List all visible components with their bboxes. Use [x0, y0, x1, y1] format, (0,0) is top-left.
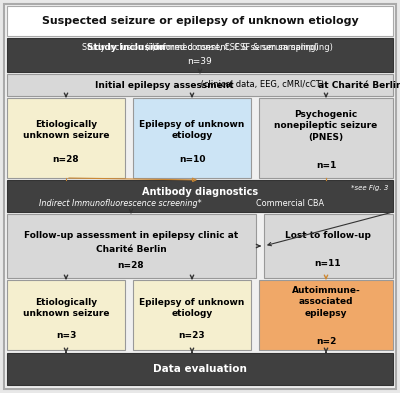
- Text: n=3: n=3: [56, 332, 76, 340]
- Bar: [7, 280, 125, 350]
- Text: Suspected seizure or epilepsy of unknown etiology: Suspected seizure or epilepsy of unknown…: [42, 16, 358, 26]
- Text: Lost to follow-up: Lost to follow-up: [285, 231, 371, 241]
- Bar: [133, 98, 251, 178]
- Text: Initial epilepsy assessment: Initial epilepsy assessment: [95, 81, 234, 90]
- Text: n=11: n=11: [315, 259, 341, 268]
- Text: n=23: n=23: [179, 332, 205, 340]
- Bar: [7, 214, 256, 278]
- Bar: [259, 98, 393, 178]
- Bar: [259, 280, 393, 350]
- Text: n=2: n=2: [316, 338, 336, 347]
- Text: at Charité Berlin: at Charité Berlin: [315, 81, 400, 90]
- Text: Indirect Immunofluorescence screening*: Indirect Immunofluorescence screening*: [39, 200, 201, 209]
- Bar: [133, 280, 251, 350]
- Text: (clinical data, EEG, cMRI/cCT): (clinical data, EEG, cMRI/cCT): [198, 81, 324, 90]
- Text: n=10: n=10: [179, 156, 205, 165]
- Bar: [7, 98, 125, 178]
- Text: Epilepsy of unknown
etiology: Epilepsy of unknown etiology: [139, 298, 245, 318]
- Bar: [7, 38, 393, 72]
- Text: n=28: n=28: [53, 156, 79, 165]
- Text: (informed consent, CSF & serum sampling): (informed consent, CSF & serum sampling): [149, 42, 333, 51]
- Text: Study inclusion: Study inclusion: [87, 42, 166, 51]
- Text: *see Fig. 3: *see Fig. 3: [351, 185, 388, 191]
- Text: Psychogenic
nonepileptic seizure
(PNES): Psychogenic nonepileptic seizure (PNES): [274, 110, 378, 142]
- Bar: [7, 180, 393, 212]
- Text: Epilepsy of unknown
etiology: Epilepsy of unknown etiology: [139, 119, 245, 140]
- Text: Follow-up assessment in epilepsy clinic at: Follow-up assessment in epilepsy clinic …: [24, 231, 238, 241]
- Bar: [7, 74, 393, 96]
- Text: n=28: n=28: [118, 261, 144, 270]
- Bar: [7, 6, 393, 36]
- Text: Antibody diagnostics: Antibody diagnostics: [142, 187, 258, 197]
- Text: Study inclusion (informed consent, CSF & serum sampling): Study inclusion (informed consent, CSF &…: [82, 42, 318, 51]
- Bar: [7, 353, 393, 385]
- Text: Autoimmune-
associated
epilepsy: Autoimmune- associated epilepsy: [292, 286, 360, 318]
- Text: Data evaluation: Data evaluation: [153, 364, 247, 374]
- Text: Charité Berlin: Charité Berlin: [96, 246, 166, 255]
- Text: Commercial CBA: Commercial CBA: [256, 200, 324, 209]
- Text: Etiologically
unknown seizure: Etiologically unknown seizure: [23, 119, 109, 140]
- Text: n=39: n=39: [188, 57, 212, 66]
- Text: n=1: n=1: [316, 162, 336, 171]
- Text: Etiologically
unknown seizure: Etiologically unknown seizure: [23, 298, 109, 318]
- Bar: [264, 214, 393, 278]
